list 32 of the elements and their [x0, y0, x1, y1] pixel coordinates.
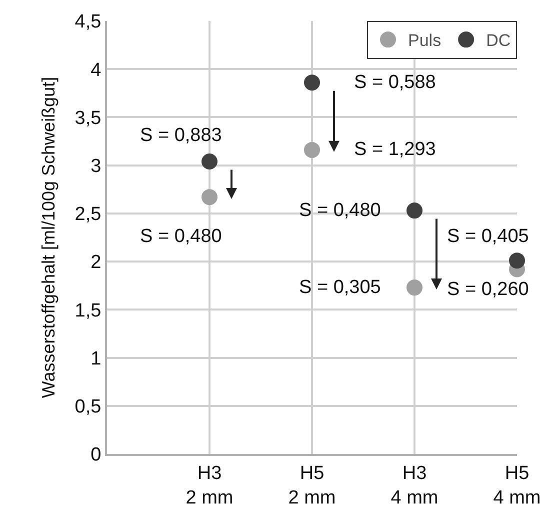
point — [406, 280, 422, 296]
x-tick-label: H5 2 mm — [288, 462, 336, 508]
annotation: S = 1,293 — [354, 139, 436, 160]
point — [509, 252, 525, 269]
point — [406, 202, 422, 219]
y-tick-label: 2,5 — [74, 204, 102, 226]
point — [202, 189, 218, 206]
x-tick-label: H3 2 mm — [186, 462, 234, 508]
point — [202, 153, 218, 170]
y-tick-label: 3 — [90, 156, 102, 177]
annotation: S = 0,883 — [140, 125, 222, 146]
x-tick-label: H3 4 mm — [390, 462, 438, 508]
point — [304, 142, 320, 158]
annotation: S = 0,260 — [447, 279, 529, 300]
y-tick-label: 3,5 — [74, 108, 102, 129]
x-tick-label: H5 4 mm — [493, 462, 541, 508]
y-tick-label: 0 — [90, 444, 102, 466]
y-tick-label: 0,5 — [74, 396, 102, 418]
annotation: S = 0,480 — [140, 226, 222, 247]
y-axis-title: Wasserstoffgehalt [ml/100g Schweißgut] — [38, 76, 58, 398]
annotation: S = 0,588 — [354, 72, 436, 93]
annotation: S = 0,405 — [447, 226, 529, 247]
legend-label: Puls — [408, 31, 442, 50]
annotation: S = 0,305 — [299, 277, 381, 298]
y-tick-label: 4,5 — [74, 12, 102, 33]
y-tick-label: 1 — [90, 348, 102, 370]
y-tick-label: 4 — [90, 60, 102, 81]
y-tick-label: 2 — [90, 252, 102, 274]
legend-label: DC — [486, 31, 511, 50]
y-tick-label: 1,5 — [74, 300, 102, 322]
annotation: S = 0,480 — [299, 200, 381, 221]
point — [304, 74, 320, 91]
